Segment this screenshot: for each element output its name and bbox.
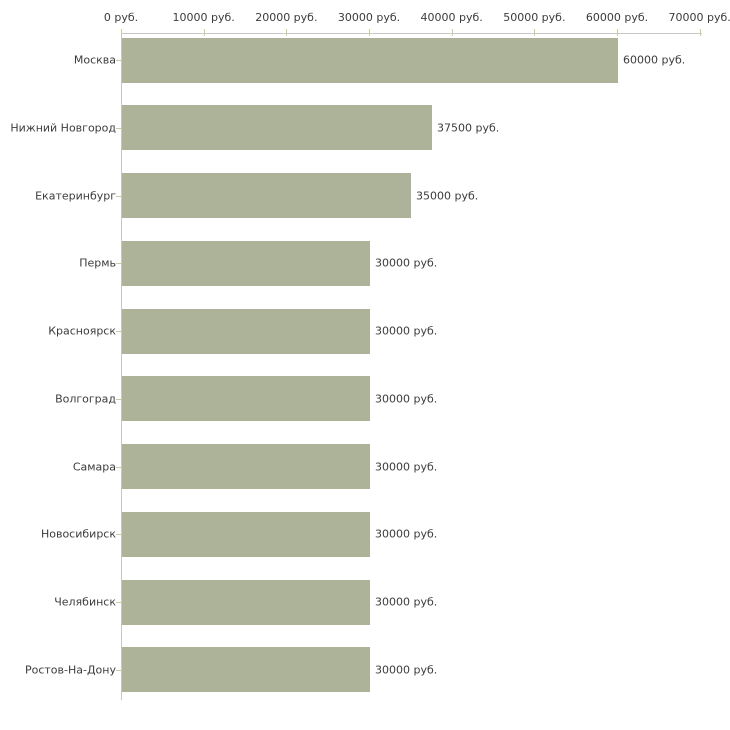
x-axis-tick-mark xyxy=(121,29,122,36)
y-axis-tick-mark xyxy=(116,128,121,129)
category-label: Волгоград xyxy=(55,392,116,406)
category-label: Самара xyxy=(72,460,116,473)
y-axis-tick-mark xyxy=(116,331,121,332)
x-axis-tick-label: 50000 руб. xyxy=(503,11,566,24)
category-label: Москва xyxy=(73,53,116,67)
bar-value-label: 30000 руб. xyxy=(375,392,438,406)
x-axis-tick-label: 10000 руб. xyxy=(172,11,235,24)
y-axis-tick-mark xyxy=(116,467,121,468)
y-axis-tick-mark xyxy=(116,670,121,671)
x-axis-tick-label: 60000 руб. xyxy=(585,11,649,24)
category-label: Новосибирск xyxy=(40,527,116,541)
bar-value-label: 30000 руб. xyxy=(375,324,438,338)
bar xyxy=(122,647,370,693)
bar xyxy=(122,105,432,151)
category-label: Красноярск xyxy=(48,324,116,338)
x-axis-tick-label: 30000 руб. xyxy=(337,11,401,24)
category-label: Ростов-На-Дону xyxy=(24,663,116,677)
x-axis-tick-mark xyxy=(534,29,535,36)
bar-value-label: 37500 руб. xyxy=(437,121,500,135)
y-axis-tick-mark xyxy=(116,534,121,535)
bar-value-label: 30000 руб. xyxy=(375,595,438,609)
bar xyxy=(122,37,618,83)
x-axis-tick-label: 40000 руб. xyxy=(420,11,483,24)
bar-value-label: 60000 руб. xyxy=(623,53,686,67)
bar xyxy=(122,511,370,557)
bar-value-label: 30000 руб. xyxy=(375,256,438,270)
x-axis-tick-mark xyxy=(286,29,287,36)
x-axis-tick-label: 20000 руб. xyxy=(255,11,318,24)
x-axis-tick-mark xyxy=(369,29,370,36)
category-label: Екатеринбург xyxy=(35,189,116,202)
y-axis-line xyxy=(121,33,122,700)
x-axis-tick-mark xyxy=(700,29,701,36)
category-label: Нижний Новгород xyxy=(10,121,116,135)
bar-value-label: 30000 руб. xyxy=(375,663,438,677)
category-label: Челябинск xyxy=(54,595,116,609)
x-axis-tick-mark xyxy=(204,29,205,36)
x-axis-tick-mark xyxy=(617,29,618,36)
y-axis-tick-mark xyxy=(116,602,121,603)
bar-value-label: 30000 руб. xyxy=(375,460,438,473)
x-axis-line xyxy=(121,33,702,34)
bar-value-label: 35000 руб. xyxy=(416,189,479,202)
category-label: Пермь xyxy=(79,256,116,270)
y-axis-tick-mark xyxy=(116,263,121,264)
y-axis-tick-mark xyxy=(116,60,121,61)
bar xyxy=(122,308,370,354)
y-axis-tick-mark xyxy=(116,399,121,400)
bar xyxy=(122,376,370,422)
bar xyxy=(122,173,411,218)
bar-value-label: 30000 руб. xyxy=(375,527,438,541)
bar xyxy=(122,240,370,286)
x-axis-tick-mark xyxy=(452,29,453,36)
x-axis-tick-label: 0 руб. xyxy=(103,11,139,24)
x-axis-tick-label: 70000 руб. xyxy=(668,11,730,24)
bar xyxy=(122,579,370,625)
y-axis-tick-mark xyxy=(116,196,121,197)
bar xyxy=(122,444,370,489)
